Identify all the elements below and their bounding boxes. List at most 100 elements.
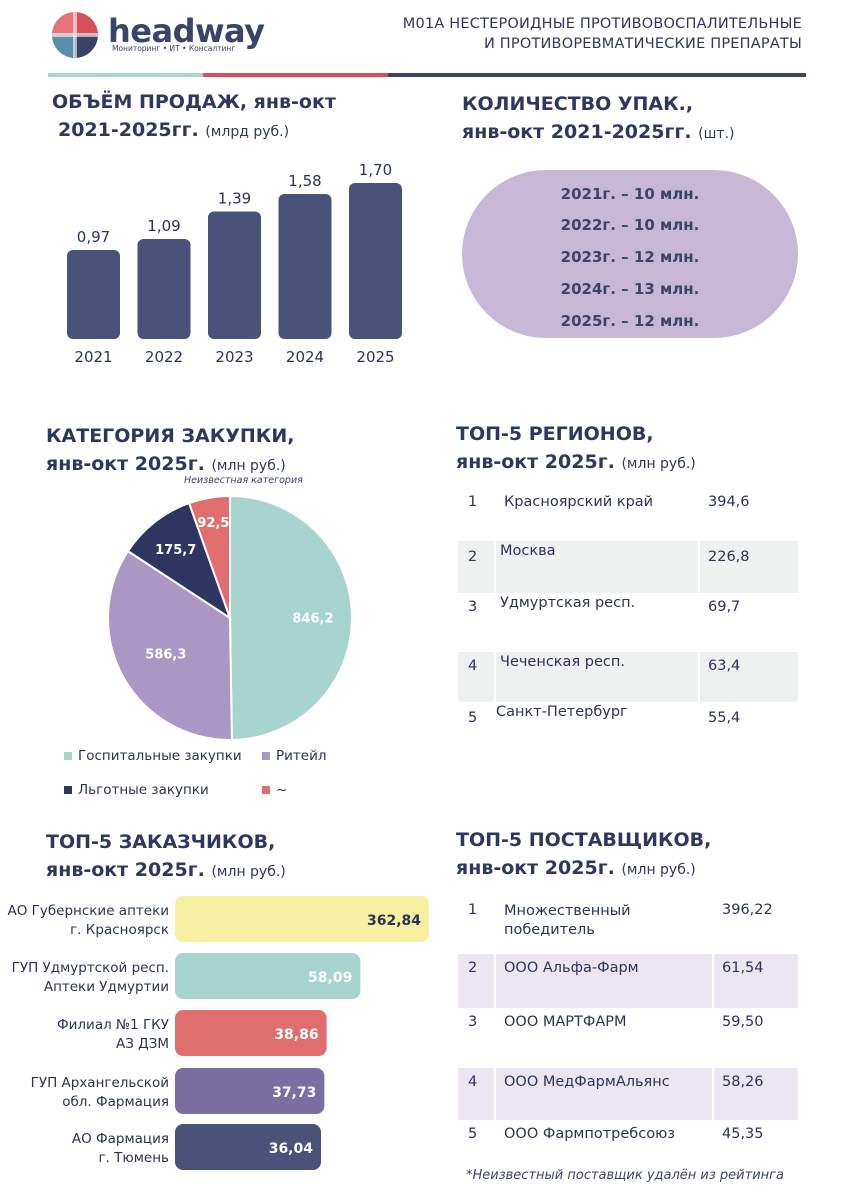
sales-bar-chart: 0,97 2021 1,09 2022 1,39 2023 1,58 2024 1,70 2025 <box>67 161 402 366</box>
customer-name-line1: Филиал №1 ГКУ <box>57 1017 169 1033</box>
region-name: Москва <box>500 543 556 559</box>
customer-name-line1: ГУП Удмуртской респ. <box>12 960 169 976</box>
sales-bar-2021 <box>67 249 120 339</box>
sales-year-label: 2023 <box>215 348 253 366</box>
supplier-value: 59,50 <box>722 1014 764 1030</box>
supplier-row-5: 5 ООО Фармпотребсоюз 45,35 <box>458 1120 798 1160</box>
page-title: M01A НЕСТЕРОИДНЫЕ ПРОТИВОВОСПАЛИТЕЛЬНЫЕ … <box>403 14 802 54</box>
supplier-rank: 2 <box>468 960 478 976</box>
region-value: 63,4 <box>708 658 741 674</box>
table-divider <box>712 1068 714 1120</box>
packages-title-line1: КОЛИЧЕСТВО УПАК., <box>462 93 694 115</box>
region-row-3: 3 Удмуртская респ. 69,7 <box>458 593 798 643</box>
sales-value-label: 1,58 <box>288 172 321 190</box>
supplier-value: 58,26 <box>722 1074 764 1090</box>
legend-hospital: Госпитальные закупки <box>64 748 242 764</box>
legend-hospital-swatch <box>64 752 72 760</box>
table-divider <box>494 1068 496 1120</box>
legend-unknown-label: ~ <box>276 782 288 798</box>
customer-value-label: 362,84 <box>367 913 421 929</box>
supplier-name: ООО Альфа-Фарм <box>504 960 639 976</box>
customers-title: ТОП-5 ЗАКАЗЧИКОВ, янв-окт 2025г. (млн ру… <box>46 828 286 886</box>
table-divider <box>494 954 496 1008</box>
packages-line-2025: 2025г. – 12 млн. <box>560 312 700 330</box>
packages-title: КОЛИЧЕСТВО УПАК., янв-окт 2021-2025гг. (… <box>462 90 735 148</box>
supplier-name: Множественный победитель <box>504 902 631 940</box>
supplier-value: 45,35 <box>722 1126 764 1142</box>
customers-title-line1: ТОП-5 ЗАКАЗЧИКОВ, <box>46 831 276 853</box>
legend-unknown-swatch <box>262 786 270 794</box>
region-row-4: 4 Чеченская респ. 63,4 <box>458 652 798 702</box>
legend-retail-swatch <box>262 752 270 760</box>
customer-value-label: 36,04 <box>269 1141 314 1157</box>
legend-preferential-swatch <box>64 786 72 794</box>
pie-value-label: 175,7 <box>155 543 196 558</box>
legend-retail-label: Ритейл <box>276 748 327 764</box>
customers-title-line2: янв-окт 2025г. <box>46 859 205 881</box>
category-title-line2: янв-окт 2025г. <box>46 453 205 475</box>
customer-value-label: 37,73 <box>272 1085 316 1101</box>
header-divider <box>48 62 806 77</box>
supplier-row-2: 2 ООО Альфа-Фарм 61,54 <box>458 954 798 1008</box>
supplier-name: ООО Фармпотребсоюз <box>504 1126 675 1142</box>
pie-slice <box>187 494 231 619</box>
sales-title: ОБЪЁМ ПРОДАЖ, янв-окт 2021-2025гг. (млрд… <box>52 88 336 146</box>
sales-unit: (млрд руб.) <box>205 124 290 140</box>
sales-year-label: 2025 <box>356 348 394 366</box>
supplier-name-line1: Множественный <box>504 903 631 919</box>
customers-unit: (млн руб.) <box>211 864 286 880</box>
region-value: 69,7 <box>708 599 741 615</box>
category-pie-chart: 846,2 586,3 175,792,5 <box>107 494 354 742</box>
sales-value-label: 0,97 <box>77 228 110 246</box>
region-rank: 4 <box>468 658 478 674</box>
region-value: 55,4 <box>708 710 741 726</box>
table-divider <box>494 541 496 593</box>
page-title-line2: И ПРОТИВОРЕВМАТИЧЕСКИЕ ПРЕПАРАТЫ <box>483 36 802 52</box>
suppliers-footnote: *Неизвестный поставщик удалён из рейтинг… <box>466 1168 784 1183</box>
customer-value-label: 38,86 <box>274 1027 318 1043</box>
category-title: КАТЕГОРИЯ ЗАКУПКИ, янв-окт 2025г. (млн р… <box>46 422 294 480</box>
legend-retail: Ритейл <box>262 748 327 764</box>
region-row-2: 2 Москва 226,8 <box>458 541 798 593</box>
table-divider <box>712 954 714 1008</box>
suppliers-title-line1: ТОП-5 ПОСТАВЩИКОВ, <box>456 829 712 851</box>
customer-name-line2: АЗ ДЗМ <box>116 1036 169 1052</box>
regions-title-line1: ТОП-5 РЕГИОНОВ, <box>456 423 654 445</box>
packages-title-line2: янв-окт 2021-2025гг. <box>462 121 692 143</box>
logo-subtitle: Мониторинг • ИТ • Консалтинг <box>112 44 236 53</box>
category-unit: (млн руб.) <box>211 458 286 474</box>
legend-preferential: Льготные закупки <box>64 782 209 798</box>
legend-preferential-label: Льготные закупки <box>78 782 209 798</box>
suppliers-unit: (млн руб.) <box>621 862 696 878</box>
region-name: Санкт-Петербург <box>496 704 628 720</box>
suppliers-title-line2: янв-окт 2025г. <box>456 857 615 879</box>
sales-bar-2024 <box>278 194 332 339</box>
sales-title-line2: 2021-2025гг. <box>58 119 199 141</box>
customer-bar <box>175 1068 325 1114</box>
customer-bar <box>175 1010 327 1056</box>
customers-bar-chart: 362,84 АО Губернские аптеки г. Красноярск 5… <box>7 896 429 1170</box>
regions-unit: (млн руб.) <box>621 456 696 472</box>
packages-unit: (шт.) <box>698 126 735 142</box>
customer-value-label: 58,09 <box>308 970 352 986</box>
region-rank: 1 <box>468 494 478 510</box>
supplier-rank: 4 <box>468 1074 478 1090</box>
region-row-1: 1 Красноярский край 394,6 <box>458 488 798 518</box>
customer-name-line1: АО Губернские аптеки <box>7 903 169 919</box>
supplier-value: 61,54 <box>722 960 764 976</box>
supplier-rank: 1 <box>468 902 478 918</box>
region-rank: 5 <box>468 710 478 726</box>
packages-pill <box>462 170 798 338</box>
supplier-row-3: 3 ООО МАРТФАРМ 59,50 <box>458 1008 798 1068</box>
regions-title-line2: янв-окт 2025г. <box>456 451 615 473</box>
supplier-name-line2: победитель <box>504 922 595 938</box>
packages-line-2022: 2022г. – 10 млн. <box>560 216 700 234</box>
region-value: 226,8 <box>708 549 750 565</box>
customer-bar <box>175 896 429 942</box>
legend-hospital-label: Госпитальные закупки <box>78 748 242 764</box>
region-name: Красноярский край <box>504 494 654 510</box>
sales-bar-2025 <box>349 183 402 339</box>
pie-value-label: 92,5 <box>197 516 229 531</box>
customer-name-line2: г. Тюмень <box>98 1150 169 1166</box>
supplier-rank: 3 <box>468 1014 478 1030</box>
